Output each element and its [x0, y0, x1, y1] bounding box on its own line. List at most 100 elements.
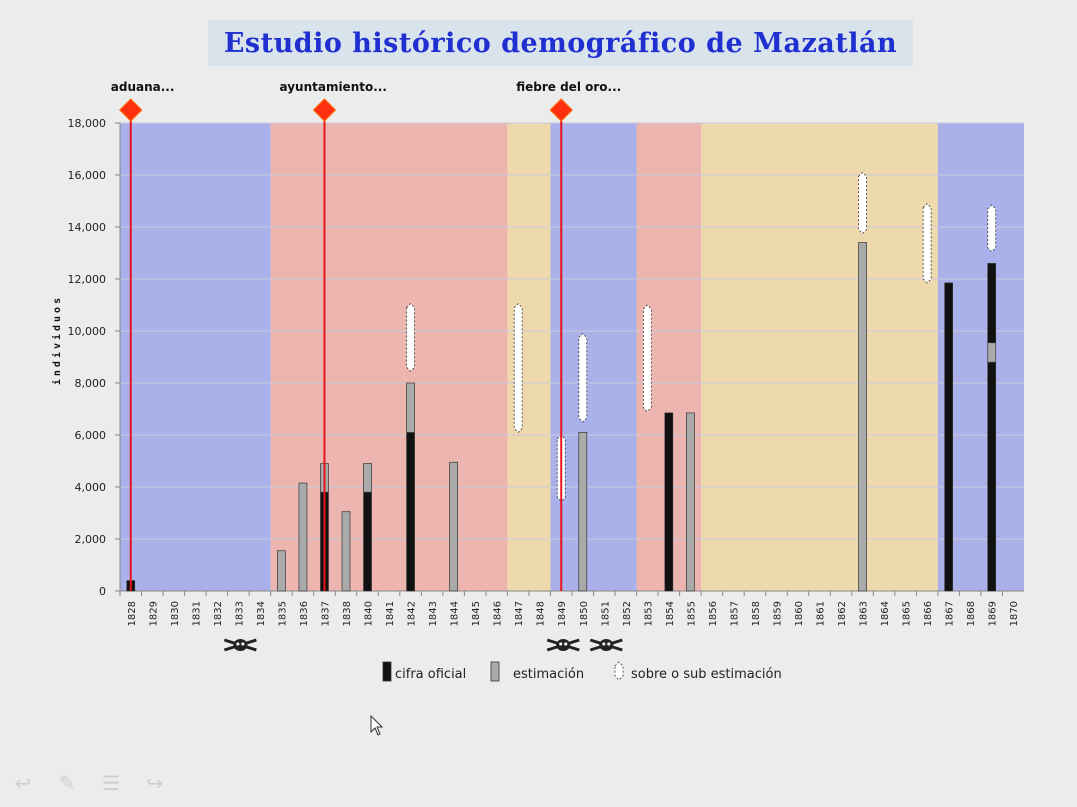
legend-swatch-2 — [614, 661, 624, 681]
event-label-0: aduana... — [111, 80, 175, 94]
x-tick-label-1841: 1841 — [385, 601, 396, 626]
x-tick-label-1830: 1830 — [170, 601, 181, 626]
range-1850-3 — [578, 333, 588, 423]
event-label-1: ayuntamiento... — [279, 80, 386, 94]
range-1842-0 — [406, 303, 415, 372]
y-tick-label: 14,000 — [68, 221, 107, 234]
x-tick-label-1859: 1859 — [772, 601, 783, 626]
chart-title: Estudio histórico demográfico de Mazatlá… — [223, 27, 898, 59]
skull-eye — [236, 642, 240, 646]
y-tick-label: 18,000 — [68, 117, 107, 130]
skull-eye — [564, 642, 568, 646]
x-tick-label-1869: 1869 — [988, 601, 999, 626]
x-tick-label-1834: 1834 — [256, 601, 267, 626]
x-tick-label-1865: 1865 — [902, 601, 913, 626]
legend-label-0: cifra oficial — [395, 667, 466, 682]
event-diamond-icon — [549, 98, 573, 122]
range-1853-4 — [642, 304, 652, 413]
x-tick-label-1866: 1866 — [923, 601, 934, 626]
x-tick-label-1848: 1848 — [536, 601, 547, 626]
bar-estimacion-1838 — [341, 511, 351, 592]
x-tick-label-1828: 1828 — [127, 601, 138, 626]
skull — [599, 639, 614, 651]
y-tick-label: 16,000 — [68, 169, 107, 182]
x-tick-label-1870: 1870 — [1009, 601, 1020, 626]
x-tick-label-1858: 1858 — [751, 601, 762, 626]
x-tick-label-1860: 1860 — [794, 601, 805, 626]
x-tick-label-1844: 1844 — [450, 601, 461, 626]
legend-swatch-0 — [382, 661, 392, 682]
menu-icon[interactable]: ☰ — [102, 771, 120, 795]
event-diamond-icon — [119, 98, 143, 122]
period-band-2 — [507, 123, 551, 591]
period-band-5 — [701, 123, 938, 591]
bar-oficial-1854 — [664, 412, 674, 592]
range-1869-7 — [987, 204, 997, 253]
skull-eye — [602, 642, 606, 646]
period-band-1 — [270, 123, 508, 591]
slideshow-toolbar: ↩ ✎ ☰ ↪ — [8, 771, 170, 795]
y-tick-label: 8,000 — [75, 377, 107, 390]
legend-label-2: sobre o sub estimación — [631, 667, 782, 682]
y-axis-label: individuos — [51, 295, 63, 385]
bar-estimacion-1842 — [406, 382, 415, 433]
x-tick-label-1861: 1861 — [816, 601, 827, 626]
legend-swatch-1 — [490, 661, 500, 682]
x-tick-label-1846: 1846 — [493, 601, 504, 626]
period-band-0 — [120, 123, 271, 591]
forward-arrow-icon[interactable]: ↪ — [146, 771, 164, 795]
mouse-cursor-icon — [370, 715, 384, 736]
x-tick-label-1867: 1867 — [945, 601, 956, 626]
y-tick-label: 2,000 — [75, 533, 107, 546]
bar-oficial-upper-1869 — [987, 263, 997, 343]
x-tick-label-1864: 1864 — [880, 601, 891, 626]
bar-oficial-1840 — [363, 491, 372, 592]
y-tick-label: 0 — [99, 585, 106, 598]
bar-estimacion-1869 — [987, 342, 997, 363]
title-box: Estudio histórico demográfico de Mazatlá… — [208, 20, 913, 66]
x-tick-label-1835: 1835 — [277, 601, 288, 626]
skull-crossbones-icon — [223, 638, 257, 652]
bar-oficial-1842 — [406, 432, 415, 592]
x-tick-label-1854: 1854 — [665, 601, 676, 626]
x-tick-label-1838: 1838 — [342, 601, 353, 626]
range-1866-6 — [922, 203, 932, 284]
skull — [556, 639, 571, 651]
x-tick-label-1836: 1836 — [299, 601, 310, 626]
x-tick-label-1833: 1833 — [234, 601, 245, 626]
skull-crossbones-icon — [546, 638, 580, 652]
bar-oficial-1869 — [987, 361, 997, 592]
x-tick-label-1857: 1857 — [729, 601, 740, 626]
x-tick-label-1842: 1842 — [407, 601, 418, 626]
x-tick-label-1850: 1850 — [579, 601, 590, 626]
x-tick-label-1862: 1862 — [837, 601, 848, 626]
x-tick-label-1843: 1843 — [428, 601, 439, 626]
bar-estimacion-1835 — [277, 550, 286, 592]
x-tick-label-1845: 1845 — [471, 601, 482, 626]
bar-estimacion-1855 — [685, 412, 695, 592]
x-tick-label-1853: 1853 — [643, 601, 654, 626]
skull-eye — [607, 642, 611, 646]
period-band-3 — [550, 123, 637, 591]
bar-estimacion-1844 — [449, 461, 459, 592]
pen-icon[interactable]: ✎ — [58, 771, 76, 795]
bar-oficial-1867 — [944, 282, 953, 592]
x-tick-label-1831: 1831 — [191, 601, 202, 626]
back-arrow-icon[interactable]: ↩ — [14, 771, 32, 795]
skull-eye — [241, 642, 245, 646]
bar-estimacion-1840 — [363, 463, 372, 493]
x-tick-label-1868: 1868 — [966, 601, 977, 626]
x-tick-label-1837: 1837 — [320, 601, 331, 626]
bar-estimacion-1850 — [578, 431, 588, 592]
event-label-2: fiebre del oro... — [516, 80, 621, 94]
skull-crossbones-icon — [589, 638, 623, 652]
event-diamond-icon — [312, 98, 337, 122]
x-tick-label-1855: 1855 — [686, 601, 697, 626]
x-tick-label-1829: 1829 — [148, 601, 159, 626]
x-tick-label-1856: 1856 — [708, 601, 719, 626]
x-tick-label-1852: 1852 — [622, 601, 633, 626]
x-tick-label-1832: 1832 — [213, 601, 224, 626]
x-tick-label-1840: 1840 — [364, 601, 375, 626]
x-tick-label-1849: 1849 — [557, 601, 568, 626]
